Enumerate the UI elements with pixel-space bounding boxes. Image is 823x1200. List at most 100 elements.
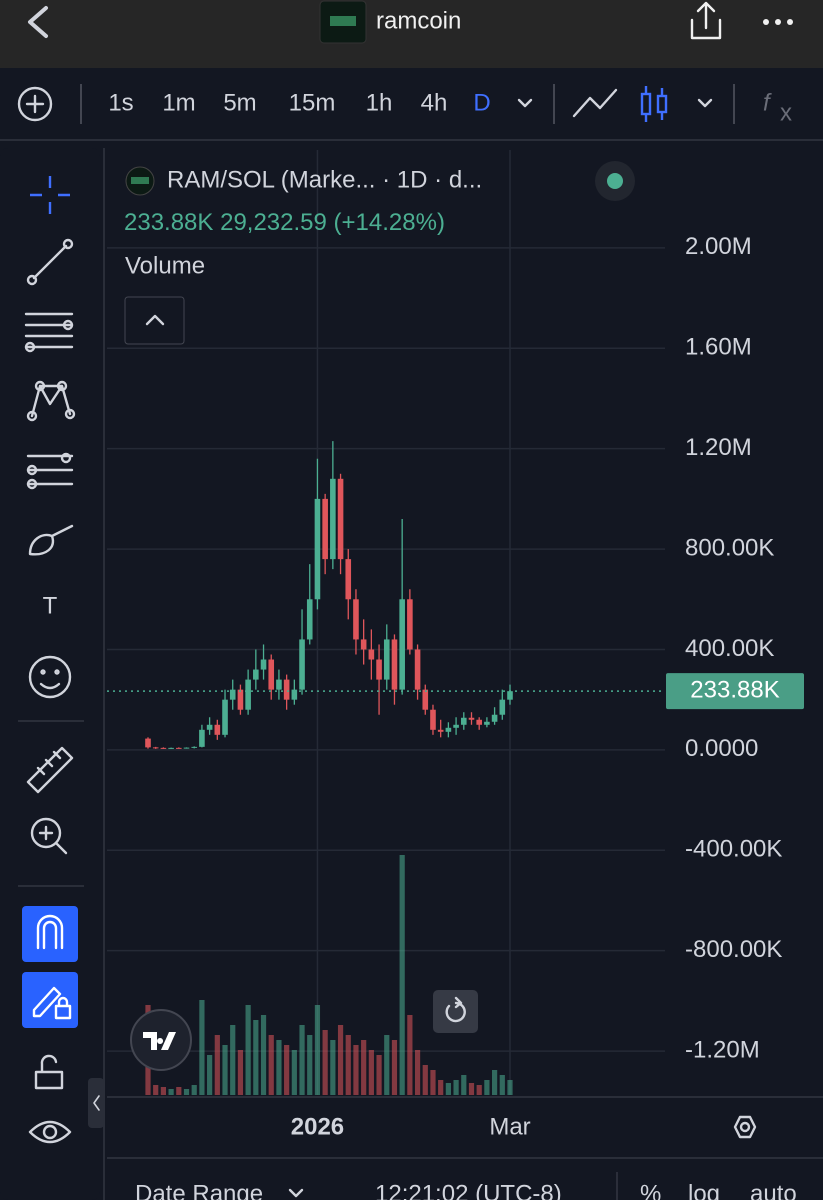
log-toggle[interactable]: log: [688, 1180, 720, 1200]
interval-button[interactable]: 1h: [366, 89, 393, 116]
volume-bar: [430, 1070, 436, 1095]
volume-bar: [168, 1089, 174, 1095]
y-tick-label: -400.00K: [685, 836, 782, 863]
candle-body: [322, 498, 328, 560]
volume-bar: [345, 1035, 351, 1095]
interval-button[interactable]: 4h: [421, 89, 448, 116]
interval-button[interactable]: 15m: [289, 89, 336, 116]
candle-body: [399, 599, 405, 690]
volume-bar: [160, 1087, 167, 1095]
interval-button[interactable]: 5m: [223, 89, 256, 116]
candle-body: [145, 738, 151, 748]
fib-tool[interactable]: [24, 312, 74, 353]
visibility-button[interactable]: [28, 1120, 72, 1144]
candle-body: [253, 669, 259, 680]
toolbar: [0, 68, 823, 140]
change: (+14.28%): [334, 209, 445, 236]
reset-button[interactable]: [433, 990, 478, 1033]
sidebar-collapse[interactable]: [88, 1078, 104, 1128]
x-tick-label: Mar: [489, 1113, 530, 1140]
volume-bar: [391, 1040, 398, 1095]
candle-body: [414, 649, 421, 690]
candle-body: [422, 689, 429, 710]
candle-body: [314, 498, 321, 600]
percent-toggle[interactable]: %: [640, 1180, 661, 1200]
chart-title: RAM/SOL (Marke... · 1D · d...: [167, 166, 482, 193]
tradingview-mark: [143, 1032, 176, 1050]
candle-body: [330, 478, 336, 560]
zoom-tool[interactable]: [30, 817, 68, 855]
chart-type-dropdown[interactable]: [697, 98, 713, 108]
y-tick-label: 2.00M: [685, 233, 752, 260]
legend-values: 233.88K 29,232.59 (+14.28%): [124, 209, 445, 236]
volume-label: Volume: [125, 252, 205, 279]
candle-body: [176, 747, 182, 749]
candle-chart-button[interactable]: [640, 86, 668, 122]
add-button[interactable]: [17, 86, 53, 122]
unlock-button[interactable]: [34, 1054, 64, 1090]
volume-bar: [468, 1083, 475, 1095]
volume-bar: [499, 1075, 505, 1095]
pattern-tool[interactable]: [26, 380, 76, 422]
interval-dropdown[interactable]: [517, 98, 533, 108]
settings-button[interactable]: [733, 1115, 757, 1139]
lock-drawing-button[interactable]: [22, 972, 78, 1028]
candle-body: [168, 747, 174, 749]
back-button[interactable]: [28, 6, 48, 38]
volume-bar: [183, 1089, 190, 1095]
volume-bar: [222, 1045, 228, 1095]
crosshair-tool[interactable]: [30, 176, 70, 214]
prediction-tool[interactable]: [26, 452, 74, 490]
indicators-button[interactable]: f: [763, 89, 772, 116]
volume-bar: [314, 1005, 321, 1095]
volume-bar: [207, 1055, 213, 1095]
line-chart-button[interactable]: [572, 88, 618, 118]
volume-bar: [491, 1070, 498, 1095]
volume-bar: [322, 1030, 328, 1095]
trend-line-tool[interactable]: [26, 238, 74, 286]
y-tick-label: 800.00K: [685, 534, 774, 561]
add-icon: [25, 94, 45, 114]
volume-bar: [476, 1085, 482, 1095]
volume-bar: [299, 1025, 305, 1095]
share-button[interactable]: [690, 1, 722, 40]
candle-body: [376, 659, 382, 680]
interval-button[interactable]: 1m: [162, 89, 195, 116]
emoji-tool[interactable]: [28, 655, 72, 699]
candle-body: [183, 747, 190, 749]
volume-bar: [461, 1075, 467, 1095]
candle-body: [306, 599, 313, 640]
volume-bar: [445, 1083, 451, 1095]
volume-bar: [484, 1080, 490, 1095]
candle-body: [222, 699, 228, 735]
ruler-tool[interactable]: [26, 746, 74, 794]
candle-body: [476, 719, 482, 725]
last-price-label: 233.88K: [690, 677, 779, 704]
volume-bar: [422, 1065, 428, 1095]
collapse-indicators[interactable]: [124, 296, 185, 345]
volume-bar: [214, 1035, 220, 1095]
header-title: ramcoin: [376, 7, 461, 34]
candle-body: [368, 649, 375, 660]
interval-button[interactable]: 1s: [108, 89, 133, 116]
candle-body: [491, 714, 498, 722]
brush-tool[interactable]: [28, 524, 74, 556]
volume-bar: [237, 1050, 244, 1095]
volume-bar: [253, 1020, 259, 1095]
volume-bar: [453, 1080, 459, 1095]
volume-bar: [191, 1085, 197, 1095]
candle-body: [391, 639, 398, 690]
interval-button[interactable]: D: [473, 89, 490, 116]
magnet-icon: [36, 914, 64, 950]
sidebar: [0, 148, 100, 1200]
more-button[interactable]: [763, 19, 793, 25]
magnet-button[interactable]: [22, 906, 78, 962]
candle-body: [152, 747, 159, 749]
auto-toggle[interactable]: auto: [750, 1180, 797, 1200]
candle-body: [291, 689, 298, 700]
volume-bar: [199, 1000, 205, 1095]
date-range-button[interactable]: Date Range: [135, 1180, 263, 1200]
text-tool[interactable]: T: [43, 592, 58, 619]
